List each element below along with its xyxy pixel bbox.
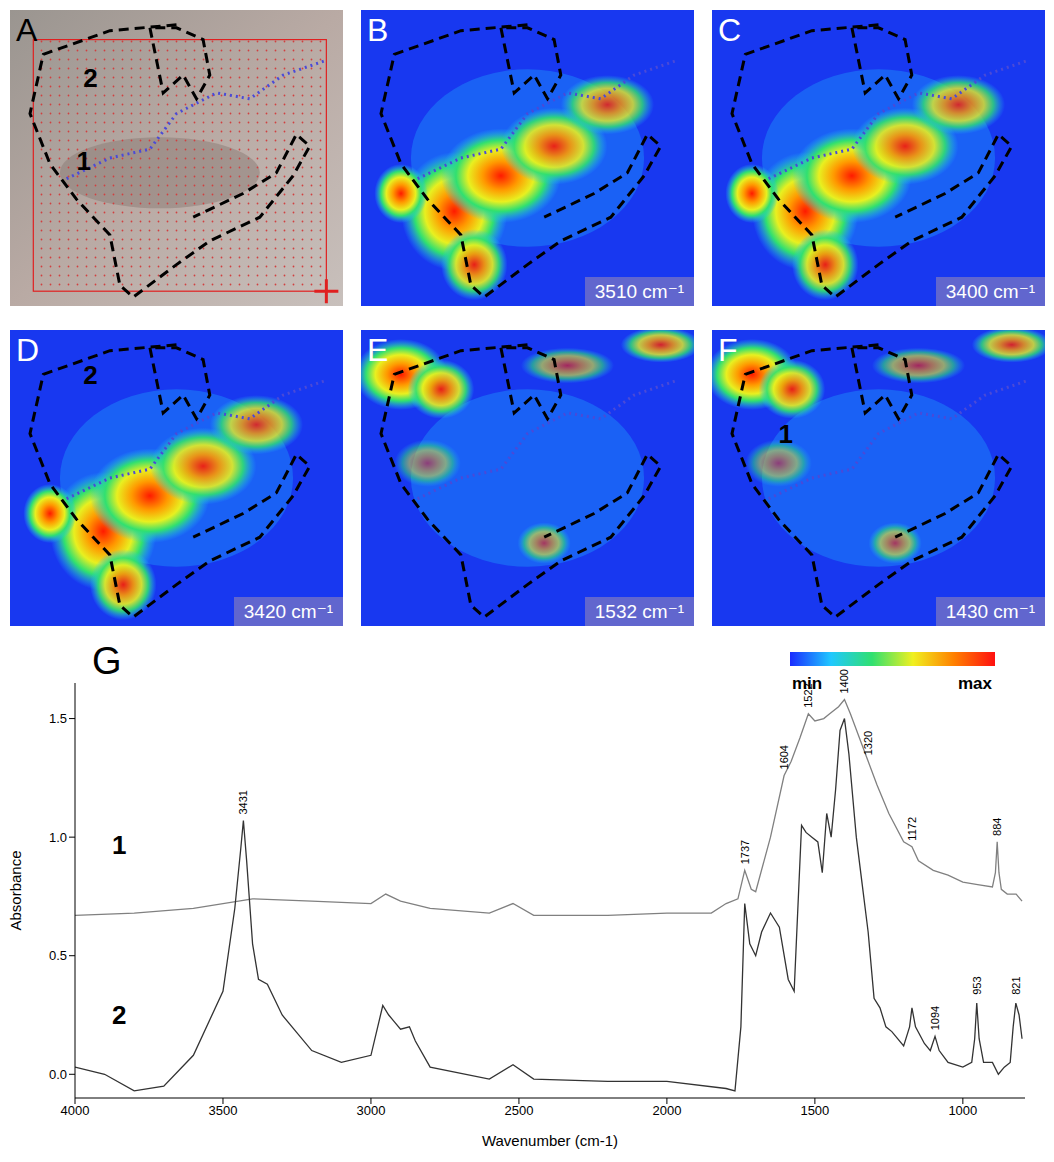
svg-text:2500: 2500 [504, 1103, 533, 1118]
svg-text:1522: 1522 [802, 683, 814, 707]
svg-text:1737: 1737 [739, 840, 751, 864]
svg-text:4000: 4000 [61, 1103, 90, 1118]
svg-text:953: 953 [971, 976, 983, 994]
svg-text:1094: 1094 [929, 1006, 941, 1030]
svg-text:0.0: 0.0 [49, 1067, 67, 1082]
svg-text:Wavenumber (cm-1): Wavenumber (cm-1) [482, 1132, 618, 1149]
svg-text:2000: 2000 [652, 1103, 681, 1118]
svg-text:1604: 1604 [778, 745, 790, 769]
svg-text:1.0: 1.0 [49, 830, 67, 845]
svg-text:1400: 1400 [838, 669, 850, 693]
svg-text:1500: 1500 [800, 1103, 829, 1118]
svg-text:821: 821 [1010, 976, 1022, 994]
svg-text:3431: 3431 [237, 790, 249, 814]
svg-text:1.5: 1.5 [49, 711, 67, 726]
svg-text:3500: 3500 [209, 1103, 238, 1118]
svg-text:884: 884 [991, 818, 1003, 836]
svg-text:1000: 1000 [948, 1103, 977, 1118]
svg-text:1172: 1172 [906, 817, 918, 841]
svg-text:3000: 3000 [356, 1103, 385, 1118]
svg-text:0.5: 0.5 [49, 948, 67, 963]
svg-text:1320: 1320 [862, 731, 874, 755]
svg-text:Absorbance: Absorbance [7, 850, 24, 930]
